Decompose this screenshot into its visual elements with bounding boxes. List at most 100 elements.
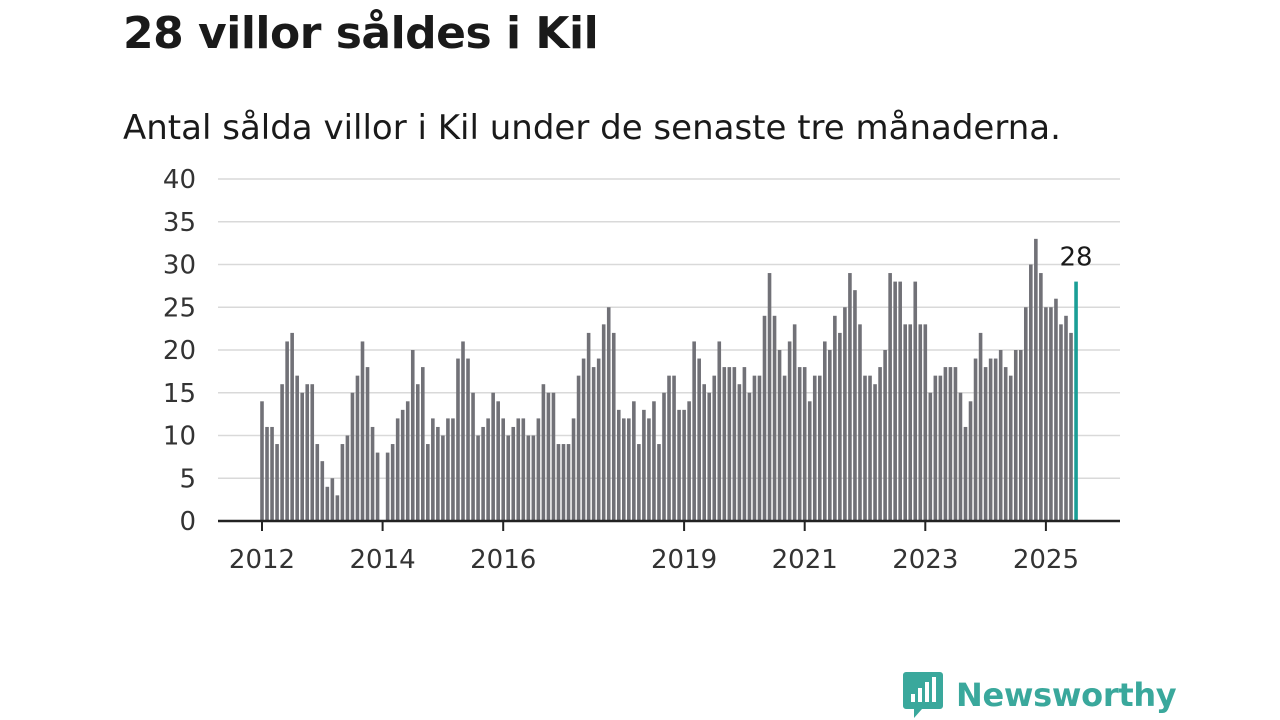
bar bbox=[637, 444, 641, 521]
bar bbox=[1008, 375, 1013, 521]
x-tick-label: 2025 bbox=[1013, 545, 1079, 575]
bar bbox=[491, 392, 495, 521]
bar bbox=[365, 367, 370, 521]
bar bbox=[395, 418, 400, 521]
bar bbox=[1059, 324, 1063, 521]
bar bbox=[888, 273, 892, 521]
bar bbox=[315, 444, 320, 521]
bars bbox=[260, 238, 1078, 521]
bar bbox=[1069, 332, 1073, 521]
bar bbox=[390, 444, 395, 521]
last-value-label: 28 bbox=[1060, 243, 1093, 273]
bar bbox=[732, 367, 737, 521]
y-tick-label: 10 bbox=[163, 422, 196, 452]
bar bbox=[541, 384, 546, 521]
bar bbox=[948, 367, 953, 521]
bar bbox=[978, 332, 983, 521]
bar bbox=[782, 375, 787, 521]
bar bbox=[400, 409, 405, 521]
bar bbox=[878, 367, 882, 521]
bar bbox=[983, 367, 988, 521]
bar bbox=[596, 358, 601, 521]
bar bbox=[451, 418, 455, 521]
bar bbox=[747, 392, 752, 521]
bar bbox=[692, 341, 696, 521]
bar bbox=[757, 375, 762, 521]
bar bbox=[601, 324, 606, 521]
bar bbox=[707, 392, 712, 521]
bar bbox=[828, 350, 832, 521]
bar bbox=[511, 426, 516, 521]
chart-title: 28 villor såldes i Kil bbox=[123, 8, 599, 59]
bar bbox=[632, 401, 636, 521]
bar bbox=[1018, 350, 1023, 521]
bar bbox=[611, 332, 616, 521]
newsworthy-logo[interactable]: Newsworthy bbox=[902, 670, 1177, 720]
bar bbox=[576, 375, 581, 521]
bar bbox=[943, 367, 948, 521]
bar bbox=[662, 392, 666, 521]
bar bbox=[1013, 350, 1018, 521]
bar bbox=[1049, 307, 1053, 521]
bar bbox=[426, 444, 430, 521]
bar bbox=[446, 418, 450, 521]
bar bbox=[285, 341, 289, 521]
bar bbox=[928, 392, 933, 521]
bar bbox=[466, 358, 470, 521]
bar bbox=[561, 444, 566, 521]
bar bbox=[762, 315, 767, 521]
x-tick-label: 2019 bbox=[651, 545, 717, 575]
bar bbox=[717, 341, 722, 521]
bar bbox=[1034, 238, 1038, 521]
bar bbox=[421, 367, 425, 521]
bar bbox=[812, 375, 817, 521]
bar bbox=[787, 341, 792, 521]
bar bbox=[275, 444, 279, 521]
bar bbox=[345, 435, 350, 521]
bar bbox=[672, 375, 676, 521]
bar bbox=[476, 435, 480, 521]
bar bbox=[405, 401, 410, 521]
bar bbox=[325, 486, 330, 521]
bar bbox=[657, 444, 661, 521]
bar bbox=[777, 350, 782, 521]
bar bbox=[516, 418, 521, 521]
y-tick-label: 15 bbox=[163, 379, 196, 409]
bar bbox=[486, 418, 490, 521]
y-tick-label: 40 bbox=[163, 165, 196, 195]
bar bbox=[833, 315, 837, 521]
bar bbox=[953, 367, 958, 521]
bar bbox=[385, 452, 390, 521]
bar bbox=[270, 426, 274, 521]
bar bbox=[893, 281, 897, 521]
bar bbox=[853, 290, 857, 521]
bar bbox=[616, 409, 621, 521]
bar bbox=[431, 418, 435, 521]
bar bbox=[581, 358, 586, 521]
bar bbox=[903, 324, 907, 521]
bar bbox=[496, 401, 500, 521]
bar bbox=[712, 375, 717, 521]
y-tick-label: 0 bbox=[179, 507, 196, 537]
bar bbox=[410, 350, 415, 521]
bar bbox=[622, 418, 626, 521]
bar bbox=[923, 324, 928, 521]
bar bbox=[677, 409, 681, 521]
bar bbox=[993, 358, 998, 521]
x-tick-label: 2012 bbox=[229, 545, 295, 575]
bar bbox=[988, 358, 993, 521]
bar bbox=[858, 324, 862, 521]
bar bbox=[265, 426, 269, 521]
bar bbox=[355, 375, 360, 521]
bar bbox=[973, 358, 978, 521]
bar bbox=[913, 281, 918, 521]
y-tick-label: 5 bbox=[179, 464, 196, 494]
y-tick-label: 35 bbox=[163, 208, 196, 238]
bar bbox=[898, 281, 902, 521]
bar bbox=[868, 375, 872, 521]
bar bbox=[506, 435, 511, 521]
bar bbox=[823, 341, 827, 521]
bar bbox=[551, 392, 556, 521]
bar bbox=[883, 350, 887, 521]
